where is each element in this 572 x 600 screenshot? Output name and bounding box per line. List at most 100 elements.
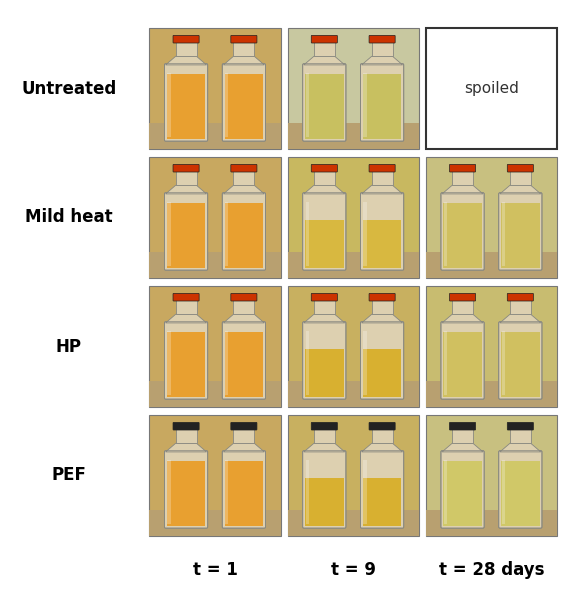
Bar (149, 28, 281, 149)
FancyBboxPatch shape (450, 164, 475, 172)
FancyBboxPatch shape (441, 193, 484, 270)
Bar (510, 172, 531, 185)
Bar (149, 122, 281, 149)
FancyBboxPatch shape (303, 451, 346, 528)
Bar (426, 157, 557, 278)
FancyBboxPatch shape (303, 322, 346, 399)
Bar (426, 286, 557, 407)
FancyBboxPatch shape (441, 322, 484, 399)
FancyBboxPatch shape (441, 451, 484, 528)
Bar (305, 478, 344, 526)
Bar (443, 203, 482, 268)
Text: spoiled: spoiled (464, 81, 519, 96)
FancyBboxPatch shape (165, 322, 208, 399)
FancyBboxPatch shape (165, 451, 208, 528)
Bar (225, 331, 228, 395)
Bar (149, 415, 281, 536)
FancyBboxPatch shape (173, 422, 199, 430)
Bar (233, 43, 255, 56)
Bar (305, 460, 309, 524)
Bar (363, 460, 367, 524)
FancyBboxPatch shape (303, 64, 346, 141)
Bar (502, 331, 505, 395)
FancyBboxPatch shape (369, 35, 395, 43)
Bar (501, 461, 539, 526)
Bar (426, 509, 557, 536)
FancyBboxPatch shape (311, 164, 337, 172)
Polygon shape (224, 443, 264, 452)
FancyBboxPatch shape (311, 35, 337, 43)
Polygon shape (224, 314, 264, 323)
FancyBboxPatch shape (499, 322, 542, 399)
Bar (443, 332, 482, 397)
FancyBboxPatch shape (231, 164, 257, 172)
FancyBboxPatch shape (450, 293, 475, 301)
Polygon shape (166, 443, 206, 452)
Polygon shape (304, 443, 345, 452)
Bar (372, 43, 392, 56)
Bar (176, 301, 197, 314)
FancyBboxPatch shape (223, 451, 265, 528)
FancyBboxPatch shape (369, 293, 395, 301)
FancyBboxPatch shape (231, 35, 257, 43)
Polygon shape (500, 314, 541, 323)
Bar (363, 349, 402, 397)
Bar (225, 203, 263, 268)
FancyBboxPatch shape (173, 35, 199, 43)
Bar (149, 157, 281, 278)
Bar (363, 220, 402, 268)
Bar (305, 220, 344, 268)
Bar (510, 430, 531, 443)
FancyBboxPatch shape (165, 64, 208, 141)
Bar (176, 172, 197, 185)
Text: PEF: PEF (51, 467, 86, 485)
Bar (288, 415, 419, 536)
Bar (176, 43, 197, 56)
Polygon shape (224, 185, 264, 194)
Bar (372, 172, 392, 185)
Bar (225, 460, 228, 524)
Bar (288, 380, 419, 407)
Text: t = 9: t = 9 (331, 561, 376, 579)
FancyBboxPatch shape (499, 193, 542, 270)
Bar (305, 349, 344, 397)
FancyBboxPatch shape (507, 164, 534, 172)
Bar (305, 74, 344, 139)
FancyBboxPatch shape (223, 193, 265, 270)
Bar (314, 430, 335, 443)
Polygon shape (442, 185, 483, 194)
FancyBboxPatch shape (499, 451, 542, 528)
Bar (305, 331, 309, 395)
Bar (426, 251, 557, 278)
FancyBboxPatch shape (369, 422, 395, 430)
Polygon shape (500, 443, 541, 452)
Bar (444, 460, 447, 524)
FancyBboxPatch shape (369, 164, 395, 172)
Polygon shape (166, 314, 206, 323)
Bar (167, 332, 205, 397)
Polygon shape (362, 185, 403, 194)
Bar (233, 301, 255, 314)
FancyBboxPatch shape (360, 322, 404, 399)
Bar (168, 202, 170, 266)
Bar (225, 461, 263, 526)
Polygon shape (362, 56, 403, 65)
FancyBboxPatch shape (360, 193, 404, 270)
FancyBboxPatch shape (507, 422, 534, 430)
Bar (288, 251, 419, 278)
Bar (305, 202, 309, 266)
Bar (149, 380, 281, 407)
Bar (168, 331, 170, 395)
Bar (510, 301, 531, 314)
Bar (168, 73, 170, 137)
Polygon shape (166, 56, 206, 65)
Polygon shape (304, 56, 345, 65)
FancyBboxPatch shape (360, 64, 404, 141)
Bar (502, 202, 505, 266)
Bar (426, 28, 557, 149)
Bar (233, 430, 255, 443)
Bar (426, 380, 557, 407)
Bar (288, 157, 419, 278)
Bar (314, 172, 335, 185)
Bar (225, 202, 228, 266)
